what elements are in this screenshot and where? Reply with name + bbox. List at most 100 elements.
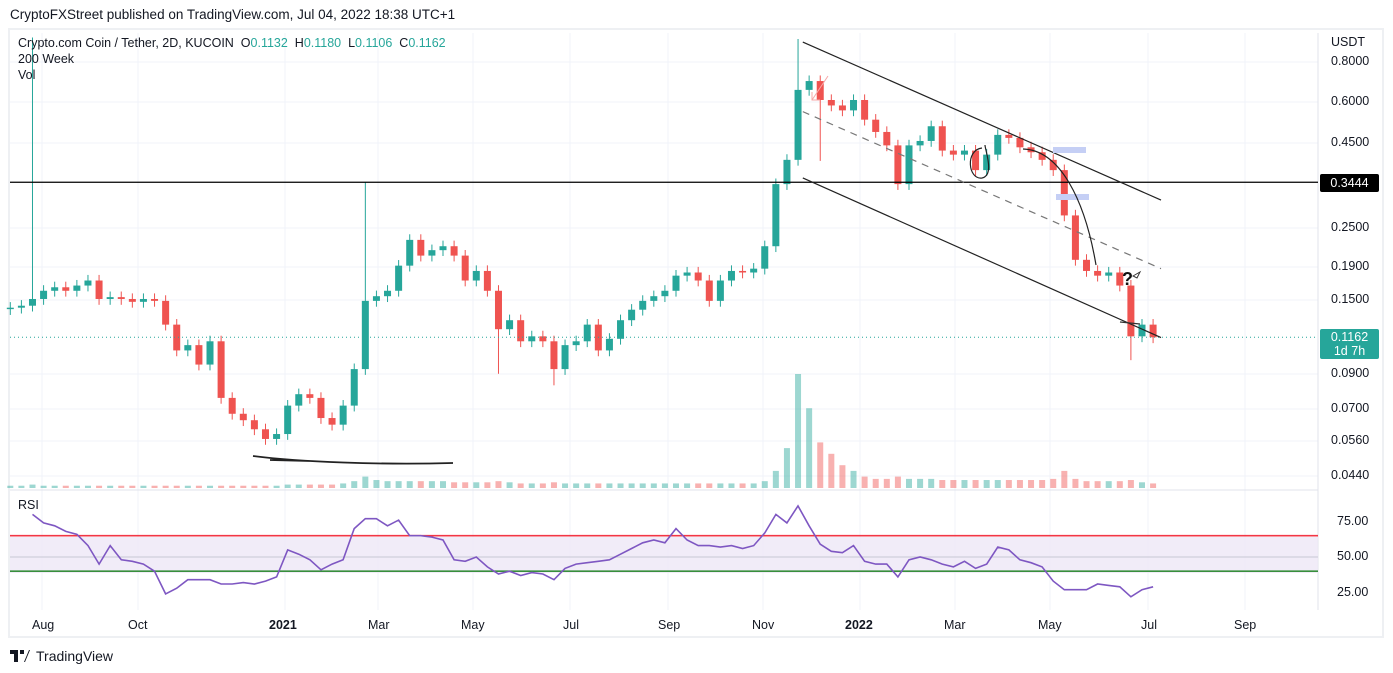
candle-body <box>261 429 269 439</box>
rsi-label[interactable]: RSI <box>18 498 39 512</box>
candle-body <box>361 300 369 370</box>
candle-body <box>572 341 580 346</box>
volume-bar <box>73 485 80 488</box>
volume-bar <box>828 453 835 488</box>
candle-body <box>583 324 591 342</box>
x-tick: May <box>1038 618 1062 632</box>
x-tick: 2022 <box>845 618 873 632</box>
grid <box>10 33 1319 610</box>
candle-body <box>51 287 59 291</box>
x-tick: 2021 <box>269 618 297 632</box>
published-caption: CryptoFXStreet published on TradingView.… <box>10 7 456 22</box>
candle-body <box>328 418 336 425</box>
candle-body <box>672 275 680 291</box>
volume-bar <box>96 485 103 488</box>
volume-bar <box>839 465 846 488</box>
y-tick: 0.0700 <box>1331 401 1370 415</box>
legend-volume[interactable]: Vol <box>18 68 36 82</box>
volume-bar <box>229 485 236 488</box>
candle-body <box>994 134 1002 155</box>
volume-bar <box>661 483 668 488</box>
legend-200-week[interactable]: 200 Week <box>18 52 75 66</box>
candle-body <box>861 99 869 120</box>
volume-bar <box>184 485 191 488</box>
volume-bar <box>562 483 569 488</box>
candle-body <box>605 338 613 351</box>
candle-body <box>151 298 159 301</box>
tradingview-brand[interactable]: TradingView <box>10 648 113 664</box>
candle-body <box>439 246 447 251</box>
rsi-line <box>32 504 1154 598</box>
candle-body <box>1083 259 1091 271</box>
volume-bar <box>107 485 114 488</box>
candle-body <box>395 265 403 291</box>
volume-bar <box>173 485 180 488</box>
last-price: 0.1162 <box>1330 330 1369 344</box>
volume-bar <box>695 483 702 488</box>
high-value: 0.1180 <box>303 36 342 50</box>
high-label: H <box>294 36 304 50</box>
volume-bar <box>1105 481 1112 488</box>
legend-ohlc: Crypto.com Coin / Tether, 2D, KUCOIN O0.… <box>18 35 446 51</box>
highlight-box <box>1056 194 1089 200</box>
y-tick: 0.6000 <box>1331 94 1370 108</box>
volume-bar <box>395 481 402 488</box>
question-annotation: ? <box>1122 269 1133 289</box>
candle-body <box>1038 152 1046 160</box>
candle-body <box>761 246 769 269</box>
volume-bar <box>939 480 946 488</box>
volume-bar <box>306 484 313 488</box>
volume-bar <box>51 485 58 488</box>
y-tick: 0.2500 <box>1331 220 1370 234</box>
volume-bar <box>40 485 47 488</box>
volume-bar <box>584 483 591 488</box>
candle-body <box>827 99 835 106</box>
volume-bar <box>1072 478 1079 488</box>
candle-body <box>62 287 70 291</box>
x-tick: Oct <box>128 618 148 632</box>
candle-body <box>949 150 957 155</box>
volume-bar <box>806 408 813 488</box>
volume-bar <box>606 483 613 488</box>
open-value: 0.1132 <box>250 36 288 50</box>
volume-bar <box>451 482 458 488</box>
volume-bar <box>495 481 502 488</box>
horizontal-level-label: 0.3444 <box>1320 174 1379 192</box>
volume-bar <box>994 480 1001 488</box>
volume-bar <box>295 484 302 488</box>
candle-body <box>406 239 414 266</box>
x-tick: Sep <box>1234 618 1257 632</box>
rsi-tick: 75.00 <box>1337 514 1369 528</box>
volume-bar <box>905 478 912 488</box>
currency-label: USDT <box>1331 35 1366 49</box>
candle-body <box>1071 215 1079 260</box>
volume-bar <box>62 485 69 488</box>
volume-bar <box>717 483 724 488</box>
volume-bar <box>1116 481 1123 488</box>
volume-bar <box>928 478 935 488</box>
y-tick: 0.4500 <box>1331 135 1370 149</box>
volume-bar <box>617 483 624 488</box>
brand-name: TradingView <box>36 648 114 664</box>
candle-body <box>661 290 669 297</box>
candle-body <box>195 345 203 365</box>
volume-bar <box>539 483 546 488</box>
candle-body <box>739 270 747 273</box>
candle-body <box>217 341 225 398</box>
volume-bar <box>706 483 713 488</box>
candle-body <box>95 280 103 299</box>
candle-body <box>805 81 813 90</box>
highlight-box <box>1053 147 1086 153</box>
volume-bar <box>18 485 25 488</box>
volume-bar <box>761 481 768 488</box>
last-price-label: 0.1162 1d 7h <box>1320 329 1379 359</box>
volume-bar <box>1127 480 1134 488</box>
volume-bar <box>329 484 336 488</box>
volume-bar <box>673 483 679 488</box>
candle-body <box>1127 285 1135 337</box>
volume-bar <box>573 483 580 488</box>
candle-body <box>960 150 968 155</box>
candle-body <box>1138 324 1146 337</box>
volume-bar <box>506 482 513 488</box>
